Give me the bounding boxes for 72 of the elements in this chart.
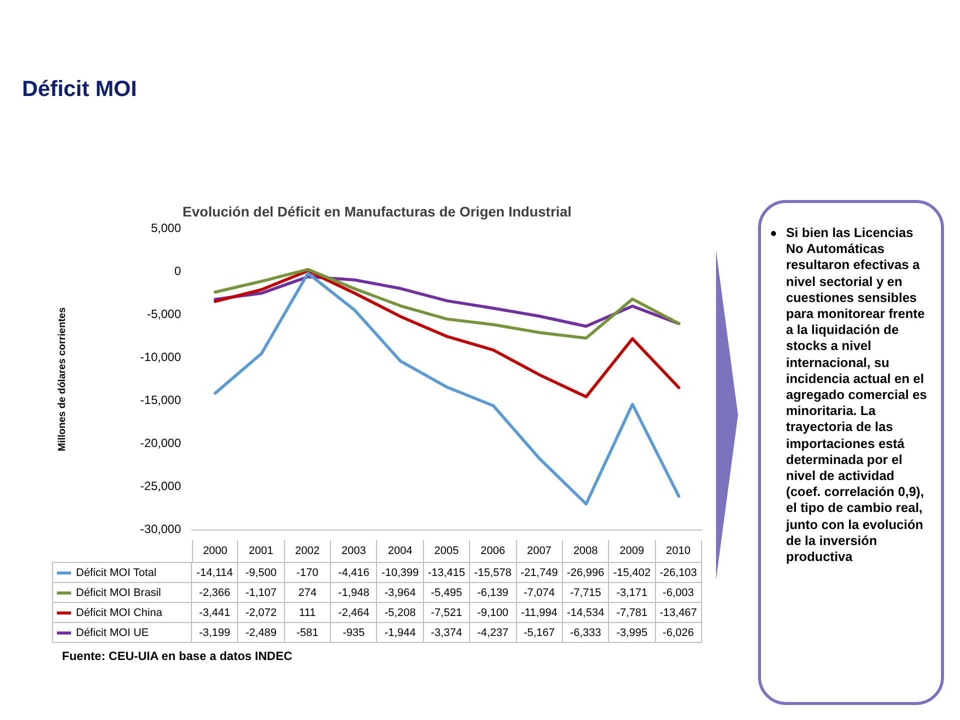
y-tick-label: -25,000 [140, 479, 182, 494]
x-tick-label: 2000 [202, 545, 228, 557]
x-tick-label: 2008 [573, 545, 598, 557]
x-tick-label: 2007 [526, 545, 552, 557]
data-label: -9,500 [245, 566, 277, 578]
data-label: 111 [299, 606, 316, 618]
data-label: -11,994 [520, 606, 558, 618]
data-label: -3,199 [199, 626, 230, 638]
x-tick-label: 2003 [342, 545, 366, 557]
data-label: -21,749 [520, 566, 558, 578]
y-tick-label: 0 [174, 264, 182, 278]
data-label: -581 [296, 626, 318, 638]
legend-label: Déficit MOI UE [76, 626, 149, 638]
y-tick-label: -10,000 [140, 350, 182, 364]
legend-label: Déficit MOI Total [76, 566, 156, 578]
data-label: -26,103 [660, 566, 697, 578]
legend-label: Déficit MOI China [76, 606, 162, 618]
data-label: -6,003 [662, 586, 694, 598]
chart-subtitle: Evolución del Déficit en Manufacturas de Origen Industrial [182, 203, 572, 220]
y-tick-label: -15,000 [140, 393, 182, 408]
x-tick-label: 2004 [388, 545, 412, 557]
y-tick-label: -20,000 [140, 436, 182, 450]
data-label: -1,948 [338, 586, 370, 598]
data-label: -4,416 [338, 566, 370, 578]
x-tick-label: 2006 [480, 545, 506, 557]
data-label: -3,441 [199, 606, 230, 618]
data-label: -15,402 [613, 566, 651, 578]
data-label: -935 [342, 626, 365, 638]
source-note: Fuente: CEU-UIA en base a datos INDEC [62, 649, 294, 663]
x-tick-label: 2002 [295, 545, 320, 557]
data-label: -2,366 [199, 586, 230, 598]
data-label: -7,715 [570, 586, 602, 598]
data-label: -6,139 [477, 586, 508, 598]
data-label: -5,208 [384, 606, 416, 618]
data-label: -2,464 [338, 606, 370, 618]
data-label: -5,495 [430, 586, 462, 598]
data-label: -5,167 [524, 626, 555, 638]
data-label: 274 [298, 586, 317, 598]
data-label: -7,781 [616, 606, 648, 618]
y-tick-label: -5,000 [146, 307, 182, 322]
data-label: -14,114 [196, 566, 233, 578]
data-label: -4,237 [477, 626, 508, 638]
data-label: -3,171 [616, 586, 648, 598]
y-tick-label: -30,000 [140, 522, 182, 536]
x-tick-label: 2009 [620, 545, 644, 557]
data-label: -15,578 [474, 566, 512, 578]
data-label: -3,374 [430, 626, 462, 638]
data-label: -170 [296, 566, 318, 578]
y-axis-title: Millones de dólares corrientes [56, 306, 68, 452]
data-label: -13,467 [660, 606, 697, 618]
text: Si bien las Licencias No Automáticas resultaron efectivas a nivel sectorial y en cuestiones sensibles para monitorear frente a la liquidación de stocks a nivel internacional, su incidencia actual en el agregado comercial es minoritaria. La trayectoria de las importaciones está determinada por el nivel de actividad (coef. correlación 0,9), el tipo de cambio real, junto con la evolución de la inversión productiva [786, 225, 927, 564]
data-label: -13,415 [428, 566, 466, 578]
data-label: -3,995 [616, 626, 648, 638]
legend-label: Déficit MOI Brasil [76, 586, 161, 598]
data-label: -6,026 [662, 626, 694, 638]
chart-title: Déficit MOI [22, 76, 137, 102]
data-label: -14,534 [566, 606, 604, 618]
data-label: -7,521 [430, 606, 462, 618]
x-tick-label: 2005 [434, 545, 459, 557]
data-label: -1,107 [245, 586, 277, 598]
data-label: -26,996 [566, 566, 604, 578]
x-tick-label: 2001 [248, 545, 274, 557]
data-label: -7,074 [524, 586, 555, 598]
data-label: -10,399 [381, 566, 419, 578]
data-label: -2,072 [245, 606, 277, 618]
data-label: -9,100 [477, 606, 508, 618]
data-label: -6,333 [570, 626, 602, 638]
data-label: -3,964 [384, 586, 416, 598]
data-label: -2,489 [245, 626, 277, 638]
y-tick-label: 5,000 [150, 221, 182, 236]
x-tick-label: 2010 [666, 545, 691, 557]
data-label: -1,944 [384, 626, 416, 638]
